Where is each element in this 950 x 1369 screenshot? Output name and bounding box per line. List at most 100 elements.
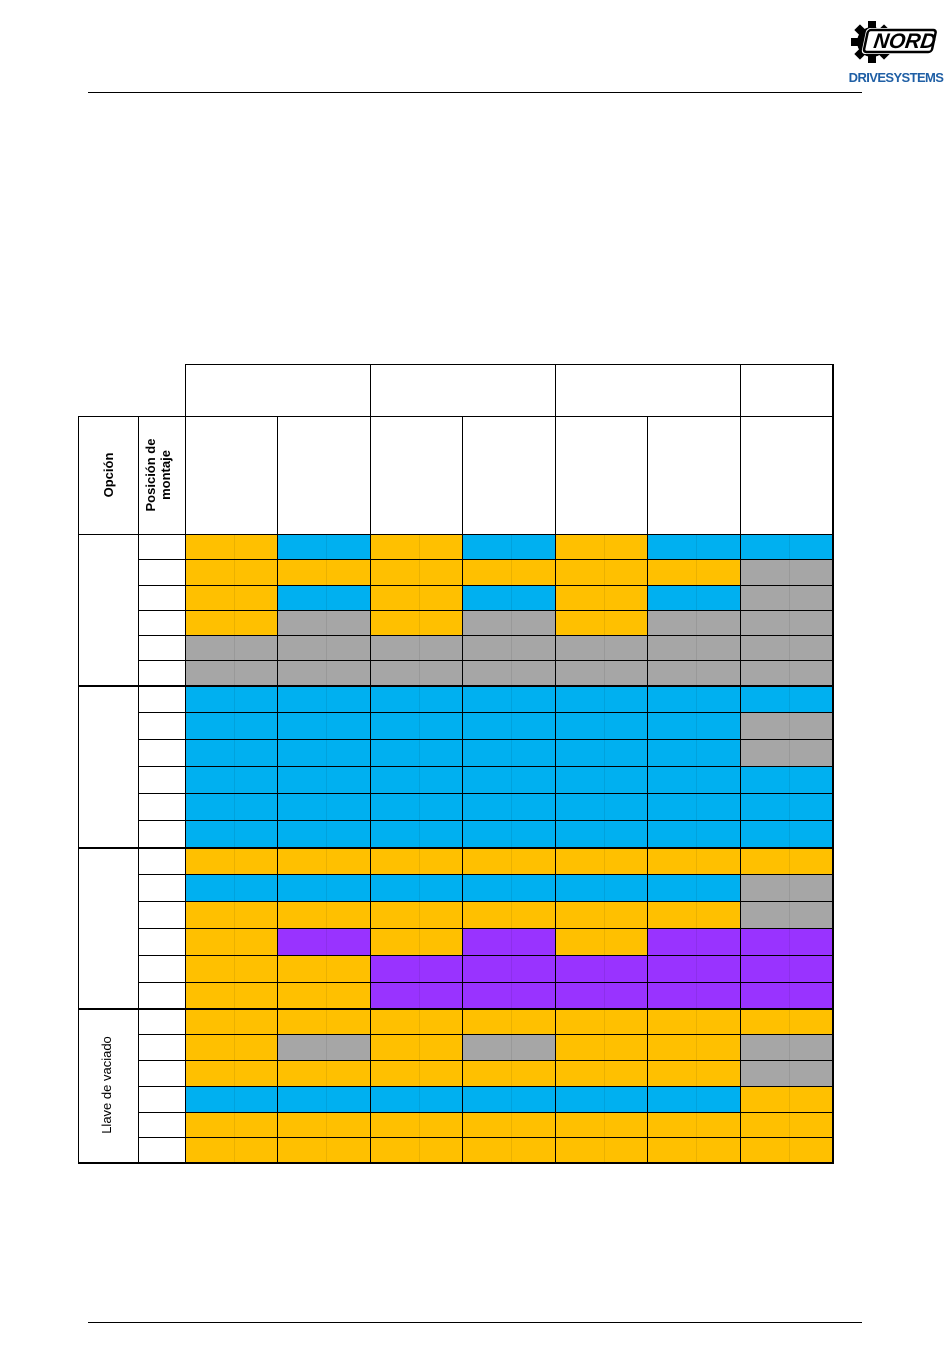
cell-subdivider — [419, 874, 420, 901]
color-cell — [647, 820, 740, 847]
color-cell — [647, 766, 740, 793]
cell-subdivider — [511, 1034, 512, 1060]
color-cell — [370, 534, 462, 559]
color-cell — [740, 1137, 832, 1162]
cell-subdivider — [511, 1060, 512, 1086]
cell-subdivider — [326, 534, 327, 559]
cell-subdivider — [326, 559, 327, 585]
color-cell — [647, 685, 740, 712]
cell-subdivider — [234, 635, 235, 660]
cell-subdivider — [511, 534, 512, 559]
color-cell — [277, 1112, 370, 1137]
cell-subdivider — [604, 901, 605, 928]
color-cell — [277, 955, 370, 982]
color-cell — [370, 928, 462, 955]
color-cell — [740, 1034, 832, 1060]
cell-subdivider — [696, 955, 697, 982]
row-line — [138, 928, 833, 929]
color-cell — [462, 585, 555, 610]
color-cell — [277, 1060, 370, 1086]
color-cell — [647, 955, 740, 982]
color-cell — [740, 585, 832, 610]
cell-subdivider — [234, 1112, 235, 1137]
cell-subdivider — [789, 712, 790, 739]
cell-subdivider — [234, 712, 235, 739]
cell-subdivider — [789, 874, 790, 901]
column-line — [185, 416, 186, 1163]
color-cell — [277, 982, 370, 1008]
cell-subdivider — [511, 1008, 512, 1034]
color-cell — [185, 712, 277, 739]
color-cell — [647, 534, 740, 559]
color-cell — [185, 1137, 277, 1162]
color-cell — [462, 928, 555, 955]
cell-subdivider — [789, 585, 790, 610]
column-line — [555, 416, 556, 1163]
cell-subdivider — [419, 739, 420, 766]
cell-subdivider — [326, 982, 327, 1008]
row-line — [138, 559, 833, 560]
color-cell — [647, 559, 740, 585]
color-cell — [277, 739, 370, 766]
color-cell — [462, 610, 555, 635]
color-cell — [277, 901, 370, 928]
color-cell — [647, 928, 740, 955]
color-cell — [370, 793, 462, 820]
mounting-position-header: Posición de montaje — [143, 438, 173, 512]
color-cell — [277, 1008, 370, 1034]
color-cell — [555, 766, 647, 793]
group-line — [78, 685, 833, 687]
cell-subdivider — [511, 739, 512, 766]
color-cell — [740, 820, 832, 847]
color-cell — [555, 1060, 647, 1086]
color-cell — [647, 1034, 740, 1060]
color-cell — [740, 1008, 832, 1034]
color-cell — [277, 928, 370, 955]
cell-subdivider — [696, 712, 697, 739]
color-cell — [277, 610, 370, 635]
cell-subdivider — [419, 712, 420, 739]
color-cell — [462, 901, 555, 928]
cell-subdivider — [234, 534, 235, 559]
cell-subdivider — [696, 1112, 697, 1137]
cell-subdivider — [604, 820, 605, 847]
cell-subdivider — [234, 874, 235, 901]
color-cell — [370, 685, 462, 712]
color-cell — [462, 874, 555, 901]
color-cell — [555, 820, 647, 847]
cell-subdivider — [604, 585, 605, 610]
cell-subdivider — [696, 793, 697, 820]
cell-subdivider — [419, 901, 420, 928]
cell-subdivider — [789, 1034, 790, 1060]
cell-subdivider — [789, 955, 790, 982]
cell-subdivider — [234, 820, 235, 847]
color-cell — [462, 982, 555, 1008]
cell-subdivider — [604, 1112, 605, 1137]
cell-subdivider — [511, 660, 512, 685]
cell-subdivider — [604, 766, 605, 793]
color-cell — [185, 793, 277, 820]
cell-subdivider — [604, 874, 605, 901]
row-line — [138, 610, 833, 611]
cell-subdivider — [696, 585, 697, 610]
cell-subdivider — [419, 766, 420, 793]
cell-subdivider — [696, 820, 697, 847]
cell-subdivider — [696, 559, 697, 585]
color-cell — [462, 1112, 555, 1137]
left-edge — [78, 416, 79, 1163]
color-cell — [555, 635, 647, 660]
color-cell — [555, 1137, 647, 1162]
color-cell — [740, 534, 832, 559]
cell-subdivider — [511, 982, 512, 1008]
cell-subdivider — [696, 1137, 697, 1162]
color-cell — [647, 1060, 740, 1086]
color-cell — [370, 712, 462, 739]
cell-subdivider — [234, 1137, 235, 1162]
color-cell — [647, 847, 740, 874]
color-cell — [370, 847, 462, 874]
header-top-line — [185, 364, 833, 365]
cell-subdivider — [789, 610, 790, 635]
color-cell — [555, 660, 647, 685]
cell-subdivider — [419, 534, 420, 559]
